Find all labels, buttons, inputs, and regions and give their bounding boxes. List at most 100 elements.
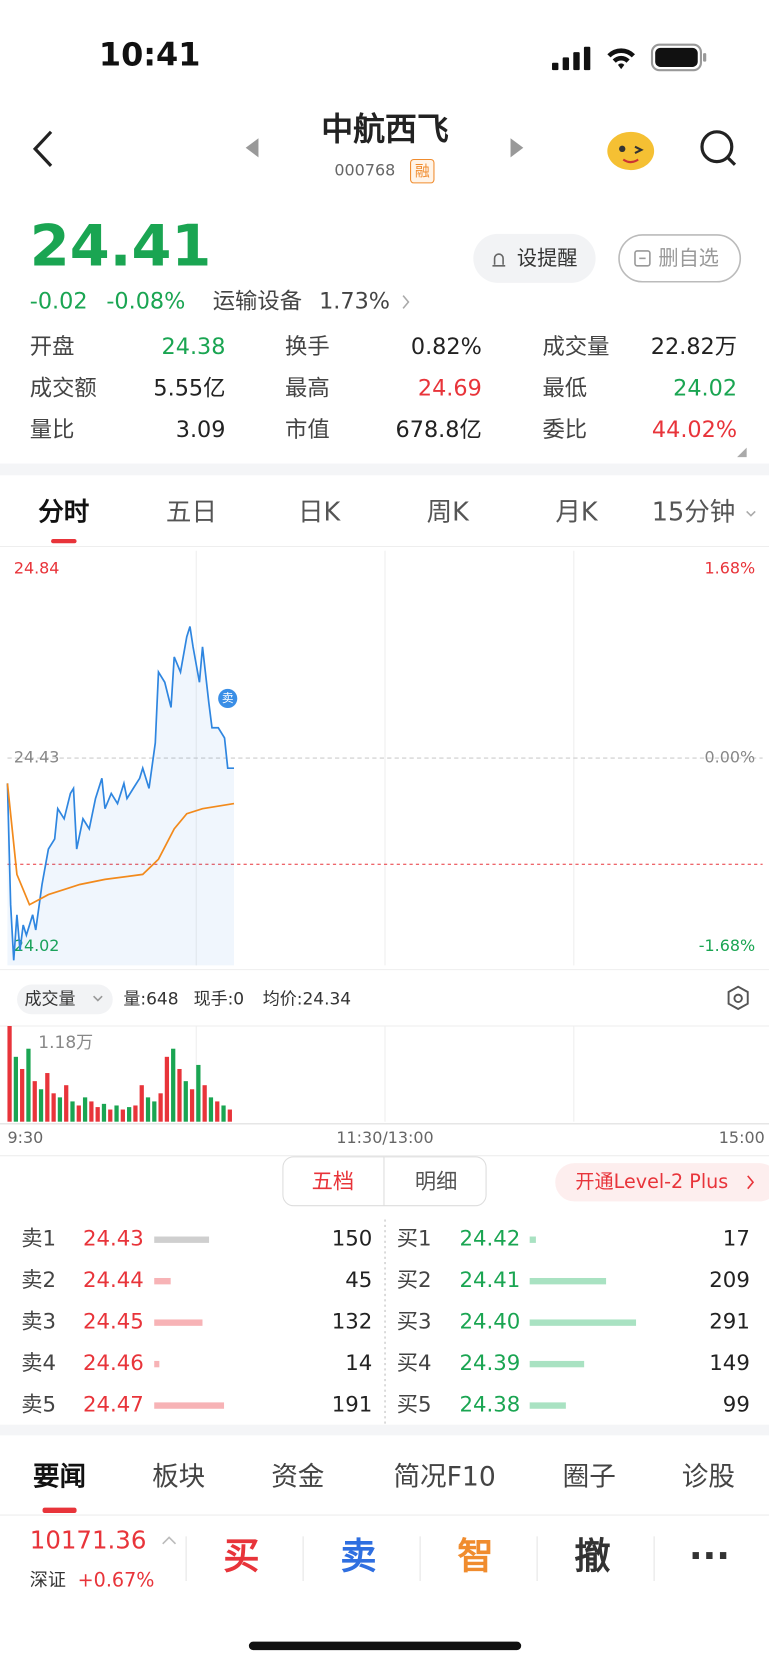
- book-tab[interactable]: 明细: [415, 1169, 458, 1194]
- back-button[interactable]: [32, 130, 53, 167]
- y-tick-label: 1.18万: [38, 1033, 93, 1053]
- volume-selector[interactable]: [17, 984, 113, 1015]
- action-button[interactable]: 卖: [340, 1535, 376, 1578]
- book-price: 24.45: [83, 1310, 144, 1335]
- trade-marker[interactable]: [218, 688, 238, 709]
- volume-bar: [57, 1097, 63, 1122]
- volume-bar: [70, 1101, 75, 1122]
- promo-pill[interactable]: [555, 1163, 769, 1202]
- news-tab[interactable]: 简况F10: [393, 1461, 495, 1492]
- stat-value: 5.55亿: [153, 376, 225, 402]
- sector-pct[interactable]: 1.73%: [319, 288, 390, 314]
- volume-bar: [82, 1097, 88, 1122]
- news-tab[interactable]: 圈子: [563, 1461, 616, 1492]
- book-level: 买5: [397, 1393, 432, 1418]
- chart-tab[interactable]: 分时: [38, 498, 89, 528]
- volume-bar: [202, 1085, 207, 1122]
- book-qty-bar: [529, 1236, 536, 1243]
- news-tab[interactable]: 板块: [152, 1461, 205, 1492]
- book-qty: 99: [723, 1393, 750, 1418]
- stat-value: 0.82%: [411, 334, 482, 360]
- news-tab[interactable]: 要闻: [33, 1461, 86, 1492]
- y2-tick-label: 0.00%: [705, 748, 756, 767]
- news-tab[interactable]: 诊股: [682, 1461, 735, 1492]
- stat-label: 量比: [30, 417, 75, 443]
- sector-name[interactable]: 运输设备: [213, 288, 302, 314]
- book-level: 卖2: [21, 1268, 56, 1293]
- chart-tab[interactable]: 日K: [298, 498, 342, 528]
- stat-value: 3.09: [176, 417, 226, 443]
- book-price: 24.40: [459, 1310, 520, 1335]
- book-level: 买3: [397, 1310, 432, 1335]
- settings-icon[interactable]: [727, 985, 749, 1011]
- book-price: 24.47: [83, 1393, 144, 1418]
- book-qty: 132: [332, 1310, 373, 1335]
- action-button[interactable]: 撤: [574, 1535, 610, 1578]
- book-price: 24.41: [459, 1268, 520, 1293]
- stat-value: 24.69: [418, 376, 482, 402]
- volume-bar: [7, 1026, 12, 1122]
- y2-tick-label: -1.68%: [699, 936, 755, 955]
- alert-label[interactable]: 设提醒: [517, 246, 578, 270]
- action-button[interactable]: 智: [457, 1535, 493, 1578]
- remove-label[interactable]: 删自选: [658, 246, 719, 270]
- promo-label[interactable]: 开通Level-2 Plus: [575, 1170, 728, 1193]
- chart-tab[interactable]: 月K: [555, 498, 599, 528]
- chart-tab[interactable]: 五日: [166, 498, 217, 528]
- volume-bar: [114, 1105, 119, 1122]
- index-name[interactable]: 深证: [30, 1570, 66, 1591]
- price-change-pct: -0.08%: [106, 288, 185, 314]
- prev-stock[interactable]: [245, 138, 259, 158]
- trade-marker-label: 卖: [222, 691, 234, 705]
- volume-bar: [189, 1089, 195, 1122]
- book-price: 24.39: [459, 1351, 520, 1376]
- book-price: 24.38: [459, 1393, 520, 1418]
- next-stock[interactable]: [510, 138, 524, 158]
- book-qty-bar: [154, 1236, 210, 1243]
- chart-tab[interactable]: 周K: [427, 498, 471, 528]
- volume-bar: [101, 1103, 107, 1122]
- volume-bar: [164, 1056, 170, 1122]
- book-qty-bar: [529, 1277, 607, 1285]
- book-level: 卖5: [21, 1393, 56, 1418]
- x-tick-label: 11:30/13:00: [336, 1128, 433, 1147]
- volume-bar: [20, 1068, 25, 1122]
- book-qty-bar: [154, 1277, 171, 1285]
- news-tab[interactable]: 资金: [271, 1461, 324, 1492]
- book-qty: 14: [345, 1351, 372, 1376]
- index-change[interactable]: +0.67%: [78, 1569, 155, 1592]
- volume-bar: [145, 1097, 151, 1122]
- volume-bar: [45, 1073, 50, 1122]
- action-button[interactable]: ···: [689, 1535, 730, 1578]
- stat-label: 市值: [285, 417, 330, 443]
- tab-dropdown: [746, 510, 756, 517]
- section-divider: [0, 463, 769, 476]
- book-qty: 17: [723, 1227, 750, 1252]
- book-tab[interactable]: 五档: [312, 1169, 355, 1194]
- y-tick-label: 24.43: [14, 748, 60, 767]
- stat-label: 换手: [285, 334, 330, 360]
- y-tick-label: 24.84: [14, 558, 60, 577]
- x-tick-label: 15:00: [719, 1128, 765, 1147]
- volume-bar: [120, 1109, 125, 1122]
- stock-name: 中航西飞: [321, 110, 449, 148]
- action-button[interactable]: 买: [223, 1535, 259, 1578]
- mascot-icon[interactable]: [607, 131, 655, 171]
- volume-bar: [152, 1101, 157, 1122]
- expand-corner[interactable]: [737, 447, 747, 458]
- book-qty: 45: [345, 1268, 372, 1293]
- stat-label: 委比: [542, 417, 587, 443]
- volume-bar: [38, 1089, 44, 1122]
- sector-arrow: [402, 295, 410, 309]
- chart-tab[interactable]: 15分钟: [652, 498, 736, 528]
- search-icon[interactable]: [700, 130, 737, 166]
- stat-label: 最高: [285, 376, 330, 402]
- stock-code: 000768: [334, 161, 395, 180]
- selector-arrow: [93, 995, 103, 1002]
- home-indicator: [248, 1641, 522, 1651]
- volume-selector-label[interactable]: 成交量: [24, 989, 75, 1009]
- index-value[interactable]: 10171.36: [30, 1526, 147, 1555]
- alert-button[interactable]: [473, 233, 596, 283]
- remove-button[interactable]: [618, 234, 742, 283]
